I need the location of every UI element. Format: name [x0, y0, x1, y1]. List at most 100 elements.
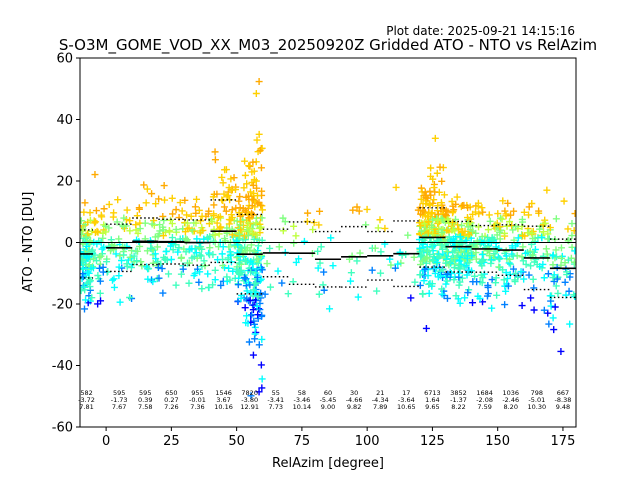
data-point — [85, 269, 93, 277]
data-point — [80, 240, 87, 248]
bin-mean-label: -3.41 — [267, 396, 284, 404]
data-point — [468, 229, 476, 237]
bin-std-label: 8.22 — [451, 403, 465, 411]
data-point — [243, 180, 251, 188]
data-point — [92, 218, 100, 226]
data-point — [116, 298, 124, 306]
data-point — [506, 218, 514, 226]
data-point — [219, 179, 227, 187]
data-point — [459, 227, 467, 235]
data-point — [504, 282, 512, 290]
data-point — [478, 233, 486, 241]
data-point — [484, 246, 492, 254]
data-point — [349, 206, 357, 214]
data-point — [82, 253, 90, 261]
data-point — [571, 258, 576, 266]
data-point — [552, 282, 560, 290]
data-point — [452, 200, 460, 208]
data-point — [190, 272, 198, 280]
data-point — [89, 264, 97, 272]
data-point — [115, 263, 123, 271]
data-point — [236, 204, 244, 212]
data-point — [460, 201, 468, 209]
data-point — [258, 335, 266, 343]
bin-mean-label: 0.39 — [138, 396, 152, 404]
data-point — [381, 224, 389, 232]
data-point — [417, 222, 425, 230]
data-point — [233, 249, 241, 257]
data-point — [443, 277, 451, 285]
data-point — [514, 234, 522, 242]
data-point — [469, 278, 477, 286]
data-point — [436, 272, 444, 280]
data-point — [245, 338, 253, 346]
data-point — [522, 249, 530, 257]
data-point — [420, 277, 428, 285]
data-point — [165, 270, 173, 278]
bin-std-label: 10.14 — [293, 403, 312, 411]
data-point — [185, 224, 193, 232]
data-point — [520, 208, 528, 216]
data-point — [519, 243, 527, 251]
data-point — [300, 237, 308, 245]
data-point — [470, 240, 478, 248]
data-point — [495, 255, 503, 263]
data-point — [472, 249, 480, 257]
y-tick-label: 40 — [56, 113, 73, 128]
data-point — [295, 255, 303, 263]
data-point — [96, 277, 104, 285]
data-point — [417, 195, 425, 203]
data-point — [258, 214, 266, 222]
y-tick-label: 0 — [65, 236, 73, 251]
data-point — [316, 259, 324, 267]
data-point — [144, 275, 152, 283]
bin-std-label: 7.26 — [164, 403, 178, 411]
data-point — [149, 278, 157, 286]
data-point — [88, 294, 96, 302]
data-point — [424, 218, 432, 226]
data-point — [133, 257, 141, 265]
data-point — [376, 216, 384, 224]
data-point — [465, 266, 473, 274]
data-point — [525, 211, 533, 219]
data-point — [148, 220, 156, 228]
data-point — [237, 226, 245, 234]
data-point — [479, 256, 487, 264]
data-point — [249, 196, 257, 204]
data-point — [109, 213, 117, 221]
data-point — [463, 214, 471, 222]
data-point — [509, 252, 517, 260]
data-point — [292, 258, 300, 266]
bin-mean-label: 1.64 — [425, 396, 439, 404]
data-point — [416, 281, 424, 289]
data-point — [463, 254, 471, 262]
data-point — [217, 281, 225, 289]
data-point — [253, 302, 261, 310]
data-point — [188, 254, 196, 262]
bin-mean-label: -8.38 — [555, 396, 572, 404]
data-point — [525, 271, 533, 279]
data-point — [502, 252, 510, 260]
data-point — [249, 351, 257, 359]
data-point — [209, 193, 217, 201]
data-point — [543, 186, 551, 194]
data-point — [417, 227, 425, 235]
data-point — [248, 202, 256, 210]
bin-lines — [80, 199, 576, 299]
data-point — [427, 238, 435, 246]
x-tick-label: 125 — [420, 434, 445, 449]
data-point — [108, 276, 116, 284]
data-point — [247, 392, 255, 400]
data-point — [494, 210, 502, 218]
data-point — [211, 276, 219, 284]
data-point — [442, 259, 450, 267]
data-point — [167, 255, 175, 263]
bin-mean-label: 0.27 — [164, 396, 178, 404]
data-point — [281, 218, 289, 226]
data-point — [227, 175, 235, 183]
data-point — [110, 283, 118, 291]
data-point — [571, 247, 576, 255]
data-point — [241, 157, 249, 165]
data-point — [94, 271, 102, 279]
